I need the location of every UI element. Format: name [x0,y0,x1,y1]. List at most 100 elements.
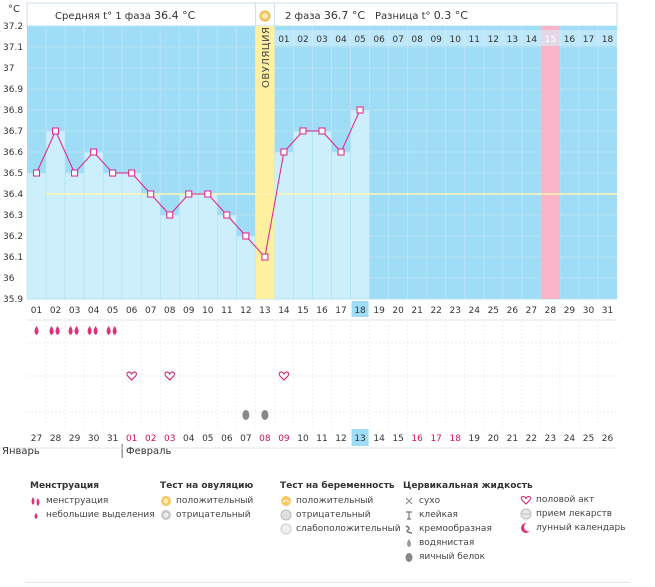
cycle-day-label: 08 [164,306,176,316]
legend-item-medication: прием лекарств [520,508,626,520]
legend-label: яичный белок [419,552,486,562]
footer-divider [25,582,630,583]
heart-icon [520,494,532,506]
cycle-day-label: 28 [545,306,557,316]
date-label: 15 [392,434,403,444]
y-tick-label: 36.5 [3,169,23,179]
legend-item-sticky: клейкая [403,509,533,521]
date-label: 25 [583,434,594,444]
temp-point-05 [109,169,117,177]
heart-icon [278,371,290,381]
legend-ovulation-test: Тест на овуляцию положительный отрицател… [160,481,253,521]
legend-item-ov-negative: отрицательный [160,509,253,521]
date-label: 30 [88,434,100,444]
diff-label: Разница t° [375,11,431,22]
temp-bar-05 [102,172,123,300]
legend-item-creamy: кремообразная [403,523,533,535]
heart-bg [277,370,290,382]
temp-point-18 [356,106,364,114]
legend-label: половой акт [536,495,595,505]
y-axis-unit: °C [8,4,20,15]
egg-white-icon [242,410,250,420]
temp-point-08 [166,211,174,219]
cycle-day-label: 17 [335,306,346,316]
cross-icon [403,495,415,507]
phase1-summary: Средняя t° 1 фаза 36.4 °C [55,9,195,22]
phase1-value: 36.4 °C [154,9,196,22]
date-label: 20 [488,434,500,444]
pregnancy-negative-icon [280,509,292,521]
temp-point-15 [299,127,307,135]
date-label: 04 [183,434,195,444]
phase2-day-label: 03 [316,35,327,45]
temp-point-12 [242,232,250,240]
cycle-day-label: 13 [259,306,270,316]
legend-item-preg-positive: положительный [280,495,401,507]
cycle-day-label: 31 [602,306,613,316]
date-label: 12 [335,434,346,444]
legend-item-ov-positive: положительный [160,495,253,507]
legend-menstruation-title: Менструация [30,481,99,491]
phase2-day-label: 16 [564,35,576,45]
cycle-day-label: 12 [240,306,251,316]
date-label: 01 [126,434,137,444]
cycle-day-label: 20 [392,306,404,316]
legend-other: половой акт прием лекарств лунный календ… [520,494,626,534]
legend-label: лунный календарь [536,523,626,533]
cycle-day-label: 04 [88,306,100,316]
y-tick-label: 35.9 [3,295,23,305]
phase2-day-label: 07 [392,35,403,45]
y-tick-label: 36.1 [3,253,23,263]
temp-bar-18 [350,109,370,300]
cycle-day-label: 16 [316,306,328,316]
menstruation-drop-icon [74,326,79,335]
diff-summary: Разница t° 0.3 °C [375,9,468,22]
legend-item-dry: сухо [403,495,533,507]
legend-item-preg-negative: отрицательный [280,509,401,521]
date-label: 26 [602,434,614,444]
date-label: 10 [297,434,309,444]
highlight-column [540,26,560,299]
y-tick-label: 37.2 [3,22,23,32]
legend-cervical: Цервикальная жидкость сухо клейкая кремо… [403,481,533,563]
temp-point-04 [90,148,98,156]
date-label: 24 [564,434,576,444]
phase2-day-label: 06 [373,35,385,45]
y-tick-label: 36.2 [3,232,23,242]
menstruation-drop-icon [93,326,98,335]
legend-label: клейкая [419,510,458,520]
temp-point-02 [52,127,60,135]
date-label: 31 [107,434,118,444]
menstruation-drop-icon [112,326,117,335]
legend-item-menstruation: менструация [30,495,155,507]
heart-bg [163,370,176,382]
menstruation-drop-icon [49,326,54,335]
date-label: 29 [69,434,81,444]
y-tick-label: 36.4 [3,190,23,200]
cycle-day-label: 19 [373,306,385,316]
moon-icon [520,522,533,534]
legend-label: отрицательный [296,510,371,520]
temp-point-06 [128,169,136,177]
phase2-day-label: 09 [430,35,442,45]
cycle-day-label: 06 [126,306,138,316]
phase2-day-label: 18 [602,35,614,45]
legend-item-egg-white: яичный белок [403,551,533,563]
phase2-day-label: 12 [488,35,499,45]
legend-ovulation-title: Тест на овуляцию [160,481,254,491]
cycle-day-label: 26 [507,306,519,316]
month-january: Январь [2,446,40,457]
cycle-day-label: 10 [202,306,214,316]
date-label: 08 [259,434,271,444]
temp-bar-06 [121,172,142,300]
temp-bar-17 [331,151,351,300]
legend-item-intercourse: половой акт [520,494,626,506]
date-label: 02 [145,434,156,444]
date-label: 19 [469,434,481,444]
date-label: 06 [221,434,233,444]
temp-bar-08 [159,214,180,300]
legend-item-preg-weak: слабоположительный [280,523,401,535]
diff-value: 0.3 °C [433,9,468,22]
month-february: Февраль [126,446,172,457]
date-label: 16 [411,434,423,444]
